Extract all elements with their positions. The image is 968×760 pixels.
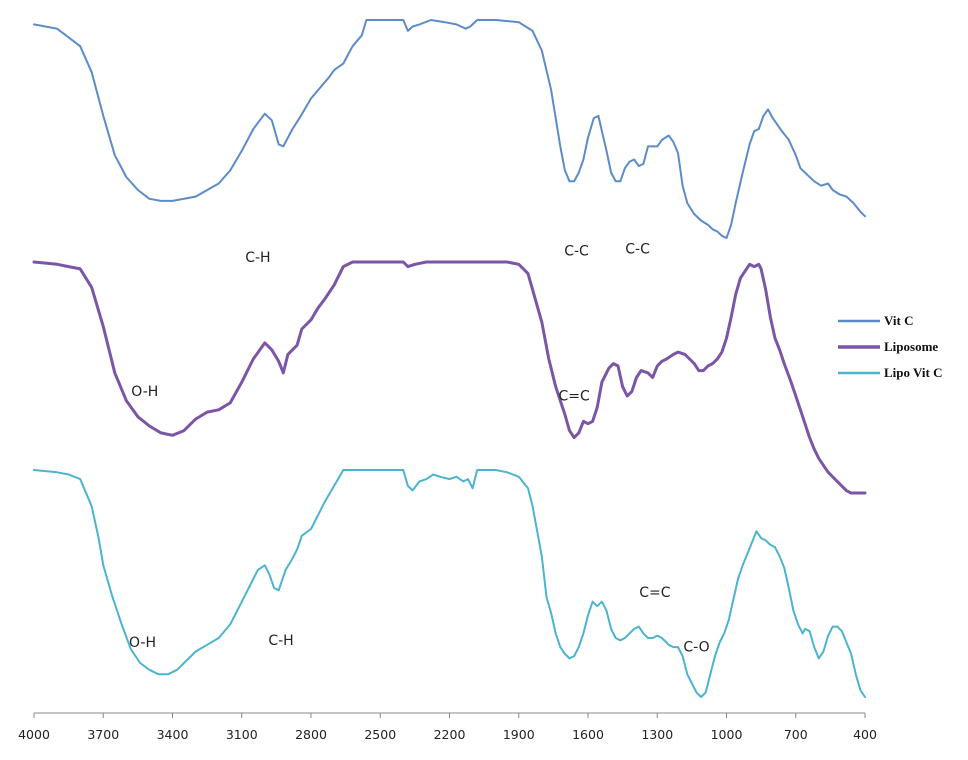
x-tick-label: 1300 — [641, 727, 673, 742]
x-tick-label: 2800 — [295, 727, 327, 742]
peak-annotation: C=C — [639, 585, 671, 601]
x-tick-label: 2200 — [434, 727, 466, 742]
peak-annotation: C-O — [683, 640, 709, 656]
peak-annotation: C-H — [245, 250, 270, 266]
series-line-liposome — [32, 260, 867, 495]
series-line-lipo-vit-c — [33, 469, 866, 698]
legend-label: Vit C — [884, 313, 914, 328]
x-tick-label: 400 — [853, 727, 877, 742]
x-tick-label: 2500 — [364, 727, 396, 742]
peak-annotation: C-C — [625, 241, 650, 257]
legend-label: Lipo Vit C — [884, 365, 943, 380]
peak-annotation: O-H — [131, 384, 158, 400]
x-tick-label: 3100 — [226, 727, 258, 742]
legend-label: Liposome — [884, 339, 938, 354]
peak-annotation: C-C — [564, 243, 589, 259]
x-tick-label: 700 — [784, 727, 808, 742]
x-tick-label: 4000 — [18, 727, 50, 742]
x-tick-label: 1000 — [711, 727, 743, 742]
annotation-layer: C-C C-C C-H O-H C=C O-H C-H C=C C-O — [129, 241, 710, 655]
x-tick-label: 1900 — [503, 727, 535, 742]
x-axis: 4000 3700 3400 3100 2800 2500 2200 1900 1600 1300… — [18, 712, 877, 742]
x-tick-label: 1600 — [572, 727, 604, 742]
peak-annotation: O-H — [129, 635, 156, 651]
x-tick-label: 3400 — [157, 727, 189, 742]
peak-annotation: C-H — [268, 633, 293, 649]
series-layer — [32, 19, 867, 698]
x-tick-label: 3700 — [87, 727, 119, 742]
peak-annotation: C=C — [558, 389, 590, 405]
series-line-vit-c — [33, 19, 866, 239]
legend: Vit C Liposome Lipo Vit C — [838, 313, 943, 380]
